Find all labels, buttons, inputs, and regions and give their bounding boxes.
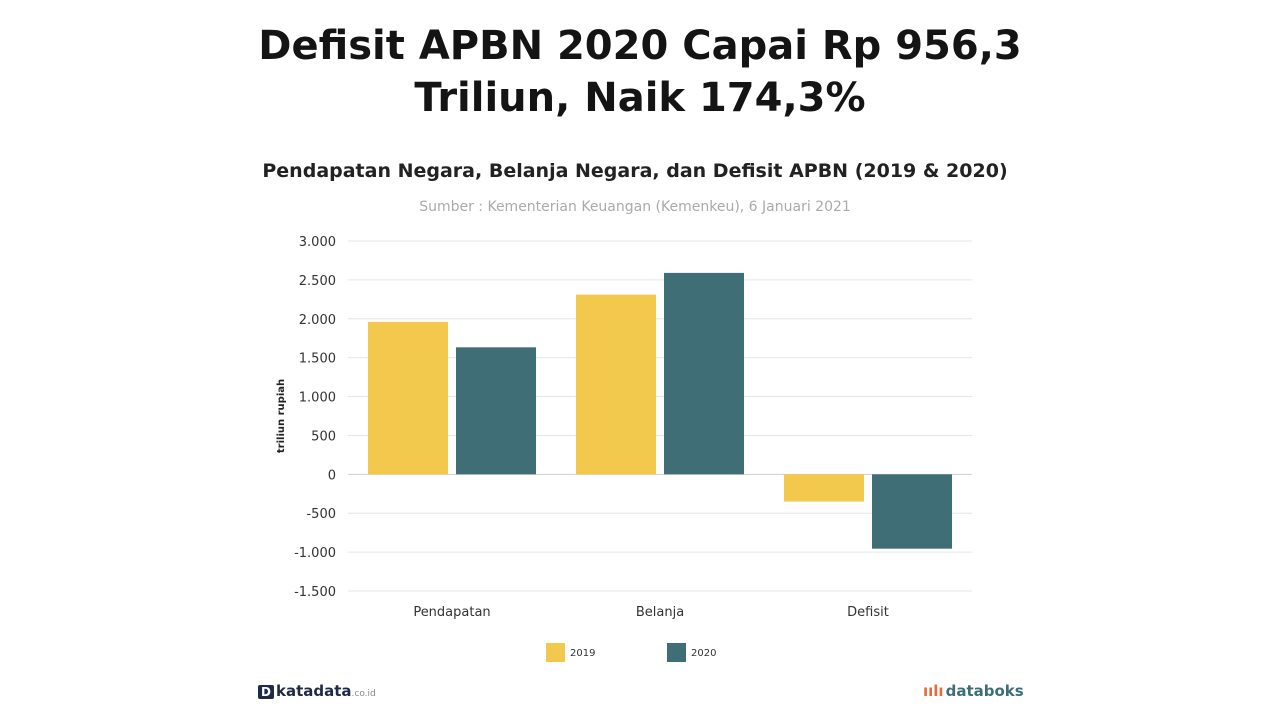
- y-tick-label: -500: [306, 507, 336, 522]
- y-axis-label: triliun rupiah: [276, 379, 287, 453]
- y-tick-label: -1.500: [294, 585, 336, 600]
- y-tick-label: 500: [311, 429, 336, 444]
- legend-swatch: [546, 643, 565, 662]
- y-tick-label: 2.500: [299, 274, 336, 289]
- bar: [664, 272, 744, 475]
- legend-label: 2019: [570, 648, 595, 659]
- databoks-logo-icon: ıılı: [923, 682, 944, 700]
- x-tick-label: Defisit: [847, 605, 889, 620]
- katadata-logo-mark: D: [258, 685, 274, 699]
- x-tick-label: Belanja: [636, 605, 684, 620]
- headline: Defisit APBN 2020 Capai Rp 956,3 Triliun…: [0, 20, 1280, 124]
- databoks-logo-text: databoks: [945, 682, 1024, 700]
- bar: [368, 321, 448, 475]
- headline-line-1: Defisit APBN 2020 Capai Rp 956,3: [258, 23, 1022, 69]
- legend-swatch: [667, 643, 686, 662]
- chart-source: Sumber : Kementerian Keuangan (Kemenkeu)…: [419, 199, 851, 215]
- y-tick-label: 0: [328, 468, 336, 483]
- bar: [872, 474, 952, 549]
- y-tick-label: 1.500: [299, 352, 336, 367]
- databoks-logo: ıılı databoks: [923, 682, 1024, 700]
- x-tick-label: Pendapatan: [413, 605, 490, 620]
- y-tick-label: 2.000: [299, 313, 336, 328]
- headline-line-2: Triliun, Naik 174,3%: [414, 75, 866, 121]
- katadata-logo-text: katadata: [275, 682, 352, 700]
- legend-label: 2020: [691, 648, 716, 659]
- bar: [456, 347, 536, 475]
- bar: [784, 474, 864, 502]
- chart-title: Pendapatan Negara, Belanja Negara, dan D…: [262, 160, 1008, 182]
- katadata-logo-suffix: .co.id: [351, 689, 376, 699]
- y-tick-label: 1.000: [299, 391, 336, 406]
- y-tick-label: 3.000: [299, 235, 336, 250]
- bar: [576, 294, 656, 475]
- y-tick-label: -1.000: [294, 546, 336, 561]
